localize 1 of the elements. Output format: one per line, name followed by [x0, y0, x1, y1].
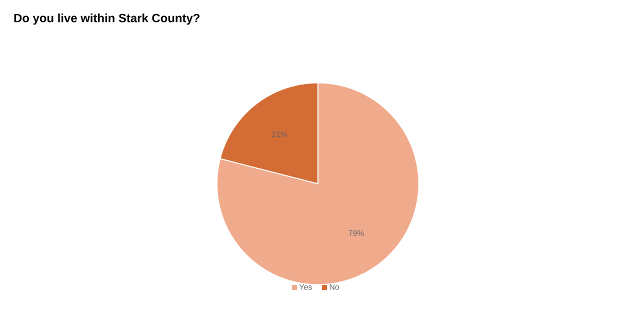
text: Do you live within Stark County?	[14, 14, 200, 25]
